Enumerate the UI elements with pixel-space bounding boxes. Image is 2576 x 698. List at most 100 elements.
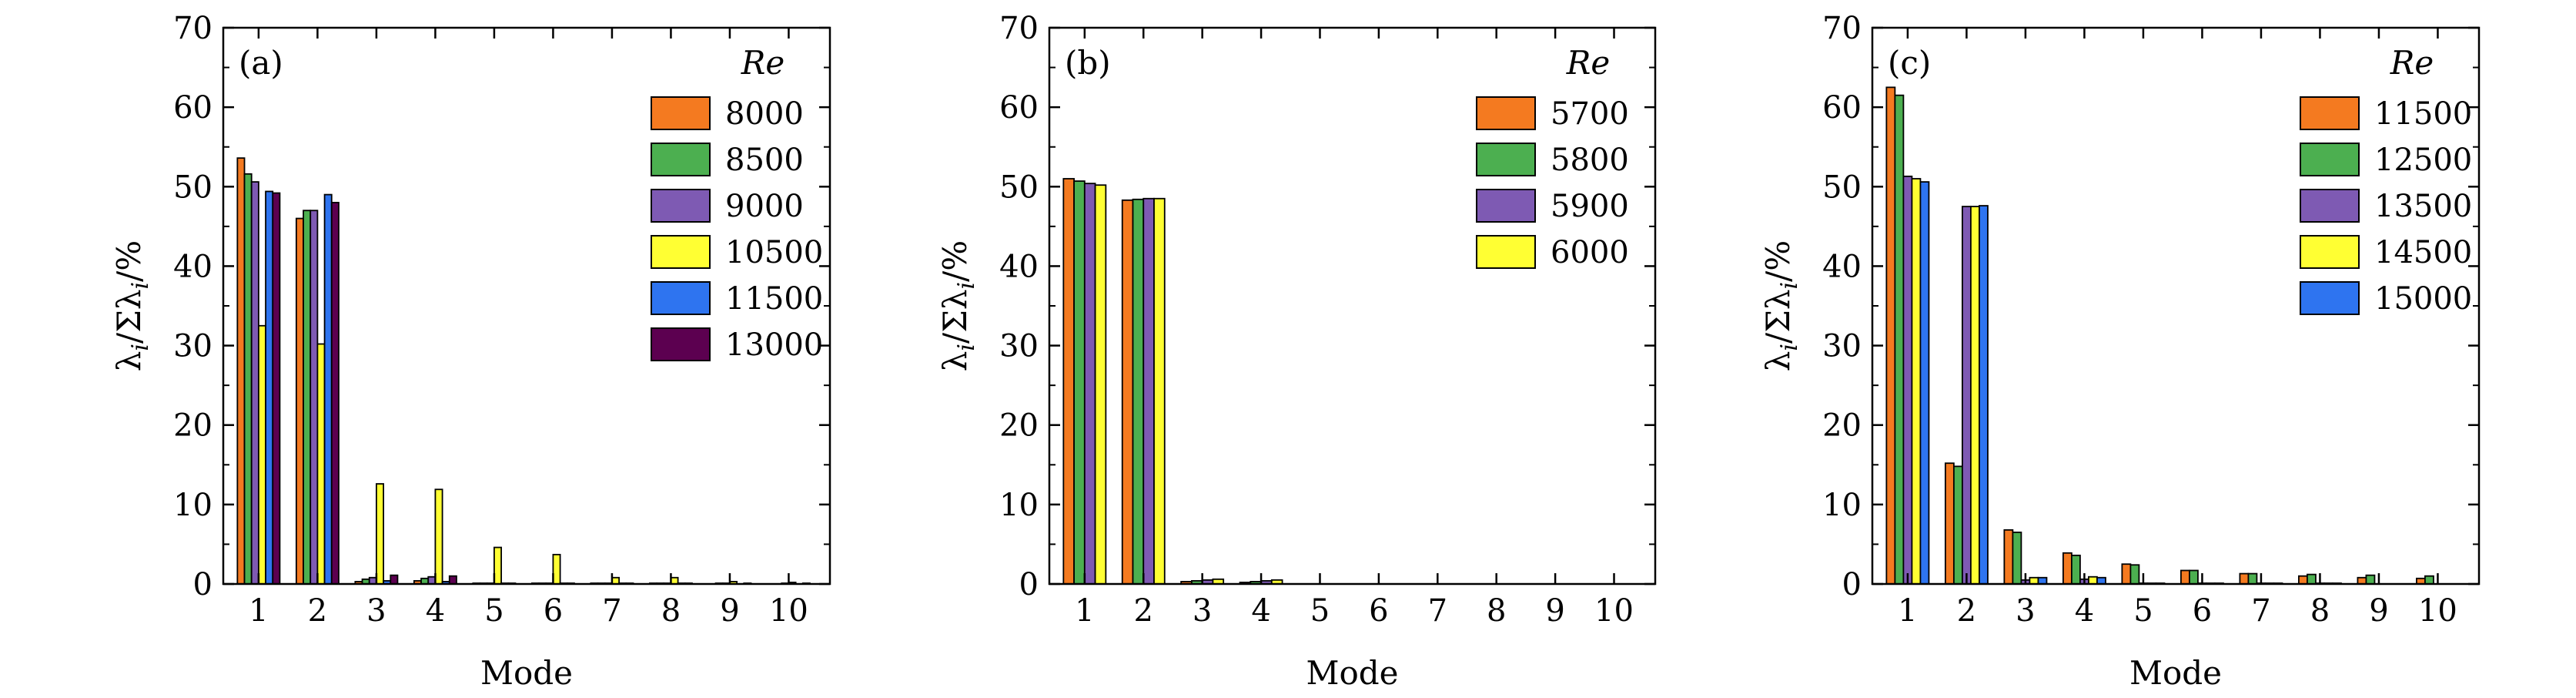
y-tick-label: 50 (1822, 169, 1862, 205)
x-tick-label: 5 (1310, 593, 1330, 629)
bar (2307, 573, 2317, 585)
x-tick-label: 6 (1369, 593, 1388, 629)
x-tick-label: 5 (2133, 593, 2153, 629)
x-tick-label: 3 (1193, 593, 1212, 629)
legend-swatch (2300, 281, 2360, 315)
bar (2297, 575, 2308, 585)
bar (295, 217, 304, 585)
bar (1952, 465, 1963, 585)
legend-label: 14500 (2374, 235, 2472, 270)
x-tick-label: 3 (366, 593, 386, 629)
bar (330, 202, 340, 585)
chart-panel-2: 0 10 20 30 40 50 60 70 1 2 3 4 5 6 7 8 9 10 Mode λi/Σλi/% (b… (936, 11, 1657, 692)
bar (427, 576, 437, 585)
y-tick-label: 50 (999, 169, 1039, 205)
y-tick-label: 70 (999, 11, 1039, 46)
x-tick-label: 7 (1428, 593, 1447, 629)
y-tick-label: 50 (173, 169, 212, 205)
legend-swatch (651, 327, 711, 361)
bar (316, 343, 326, 585)
bar (1885, 86, 1896, 585)
legend-swatch (1476, 235, 1536, 269)
legend-label: 5800 (1551, 143, 1629, 178)
legend-swatch (2300, 235, 2360, 269)
bar (272, 192, 281, 585)
bar (2189, 569, 2199, 585)
x-tick-label: 8 (2310, 593, 2330, 629)
y-tick-label: 40 (1822, 249, 1862, 284)
x-axis-title: Mode (1306, 654, 1398, 692)
x-tick-label: 6 (544, 593, 563, 629)
y-tick-label: 20 (999, 408, 1039, 444)
chart-panel-1: 0 10 20 30 40 50 60 70 1 2 3 4 5 6 7 8 9 10 Mode λi/Σλi/% (a… (110, 11, 831, 692)
bar (434, 488, 443, 585)
x-tick-label: 5 (484, 593, 503, 629)
legend-label: 9000 (725, 189, 804, 224)
y-tick-label: 10 (999, 488, 1039, 523)
x-tick-label: 8 (661, 593, 681, 629)
legend-swatch (651, 189, 711, 223)
bar (258, 324, 266, 585)
bar (250, 181, 259, 585)
x-tick-label: 4 (2075, 593, 2094, 629)
legend-label: 15000 (2374, 281, 2472, 317)
bar (1970, 206, 1980, 585)
bar (265, 190, 274, 585)
legend-label: 8000 (725, 96, 804, 132)
y-tick-label: 60 (1822, 90, 1862, 126)
bar (2180, 569, 2190, 585)
x-tick-label: 9 (2369, 593, 2388, 629)
bar (1979, 205, 1989, 585)
x-axis-title: Mode (480, 654, 573, 692)
legend-label: 8500 (725, 143, 804, 178)
x-tick-label: 10 (769, 593, 808, 629)
x-tick-label: 1 (1898, 593, 1917, 629)
legend-swatch (2300, 189, 2360, 223)
legend-swatch (651, 143, 711, 176)
bar (236, 157, 246, 585)
bar (2062, 552, 2073, 585)
bar (323, 193, 333, 585)
y-tick-label: 0 (193, 567, 212, 602)
y-axis-title: λi/Σλi/% (110, 240, 154, 371)
legend-swatch (2300, 143, 2360, 176)
legend-label: 5700 (1551, 96, 1629, 132)
bar (1944, 462, 1955, 585)
x-tick-label: 9 (720, 593, 739, 629)
y-tick-label: 60 (999, 90, 1039, 126)
bar (2088, 576, 2098, 585)
legend-label: 5900 (1551, 189, 1629, 224)
x-tick-label: 9 (1545, 593, 1564, 629)
legend-label: 12500 (2374, 143, 2472, 178)
bar (303, 210, 312, 585)
bar (2365, 574, 2376, 585)
bar (2424, 575, 2434, 585)
legend-swatch (651, 96, 711, 130)
bar (1919, 181, 1930, 585)
x-tick-label: 2 (1134, 593, 1153, 629)
y-tick-label: 30 (999, 329, 1039, 364)
y-tick-label: 40 (999, 249, 1039, 284)
bar (1894, 94, 1905, 585)
bar (552, 553, 561, 585)
bar (1073, 180, 1086, 585)
legend-swatch (651, 235, 711, 269)
bar (1094, 184, 1107, 585)
legend-swatch (2300, 96, 2360, 130)
legend-label: 10500 (725, 235, 823, 270)
y-axis-title: λi/Σλi/% (936, 240, 980, 371)
bar (2070, 554, 2081, 585)
legend-label: 13500 (2374, 189, 2472, 224)
bar (1062, 178, 1075, 585)
legend-swatch (1476, 189, 1536, 223)
y-tick-label: 40 (173, 249, 212, 284)
legend-swatch (1476, 96, 1536, 130)
x-tick-label: 3 (2016, 593, 2035, 629)
x-tick-label: 6 (2193, 593, 2212, 629)
bar (1121, 199, 1134, 585)
y-tick-label: 10 (173, 488, 212, 523)
bar (2239, 572, 2250, 585)
x-tick-label: 4 (1251, 593, 1270, 629)
bar (1902, 175, 1913, 585)
x-tick-label: 2 (308, 593, 327, 629)
